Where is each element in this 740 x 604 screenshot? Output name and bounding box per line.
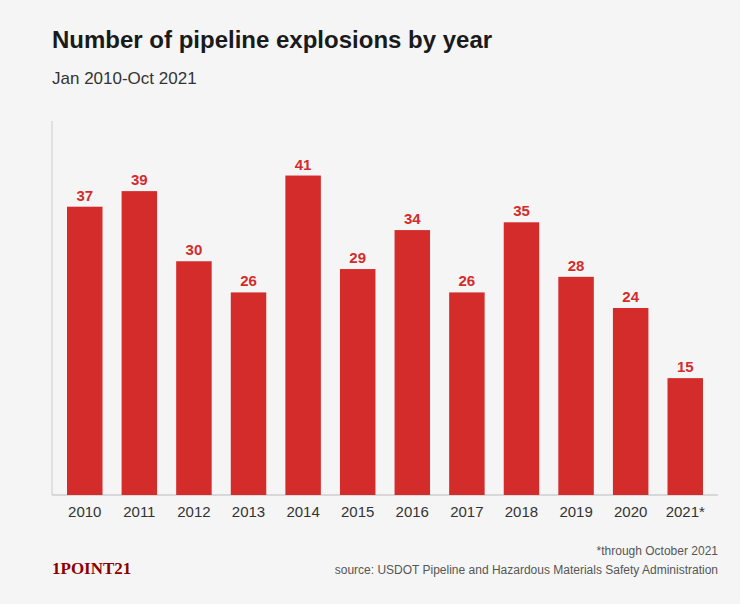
title: Number of pipeline explosions by year <box>52 26 492 53</box>
background <box>0 0 740 604</box>
bar <box>340 269 375 495</box>
bar <box>176 261 211 495</box>
bar <box>449 292 484 495</box>
bar <box>613 308 648 495</box>
x-tick-label: 2016 <box>396 503 429 520</box>
data-label: 39 <box>131 171 148 188</box>
x-tick-label: 2014 <box>286 503 319 520</box>
bar <box>395 230 430 495</box>
x-tick-label: 2017 <box>450 503 483 520</box>
data-label: 29 <box>349 249 366 266</box>
bar <box>231 292 266 495</box>
x-tick-label: 2020 <box>614 503 647 520</box>
data-label: 37 <box>76 187 93 204</box>
data-label: 24 <box>622 288 639 305</box>
bar <box>504 222 539 495</box>
data-label: 30 <box>186 241 203 258</box>
footnote: *through October 2021 <box>597 544 719 558</box>
branding: 1POINT21 <box>52 559 131 578</box>
data-label: 15 <box>677 358 694 375</box>
bar <box>668 378 703 495</box>
x-tick-label: 2011 <box>123 503 155 520</box>
bar <box>285 176 320 495</box>
x-tick-label: 2015 <box>341 503 374 520</box>
x-tick-label: 2019 <box>559 503 592 520</box>
x-tick-label: 2010 <box>68 503 101 520</box>
data-label: 26 <box>240 272 257 289</box>
x-tick-label: 2012 <box>177 503 210 520</box>
x-tick-label: 2021* <box>666 503 705 520</box>
data-label: 26 <box>459 272 476 289</box>
bars <box>67 176 703 495</box>
source: source: USDOT Pipeline and Hazardous Mat… <box>335 563 718 577</box>
chart: Number of pipeline explosions by year Jan… <box>0 0 740 604</box>
subtitle: Jan 2010-Oct 2021 <box>52 69 197 88</box>
data-label: 35 <box>513 202 530 219</box>
data-label: 34 <box>404 210 421 227</box>
bar <box>122 191 157 495</box>
data-label: 28 <box>568 257 585 274</box>
y-axis-line <box>52 121 53 495</box>
bar <box>558 277 593 495</box>
bar <box>67 207 102 495</box>
x-tick-label: 2018 <box>505 503 538 520</box>
x-tick-label: 2013 <box>232 503 265 520</box>
data-label: 41 <box>295 156 312 173</box>
